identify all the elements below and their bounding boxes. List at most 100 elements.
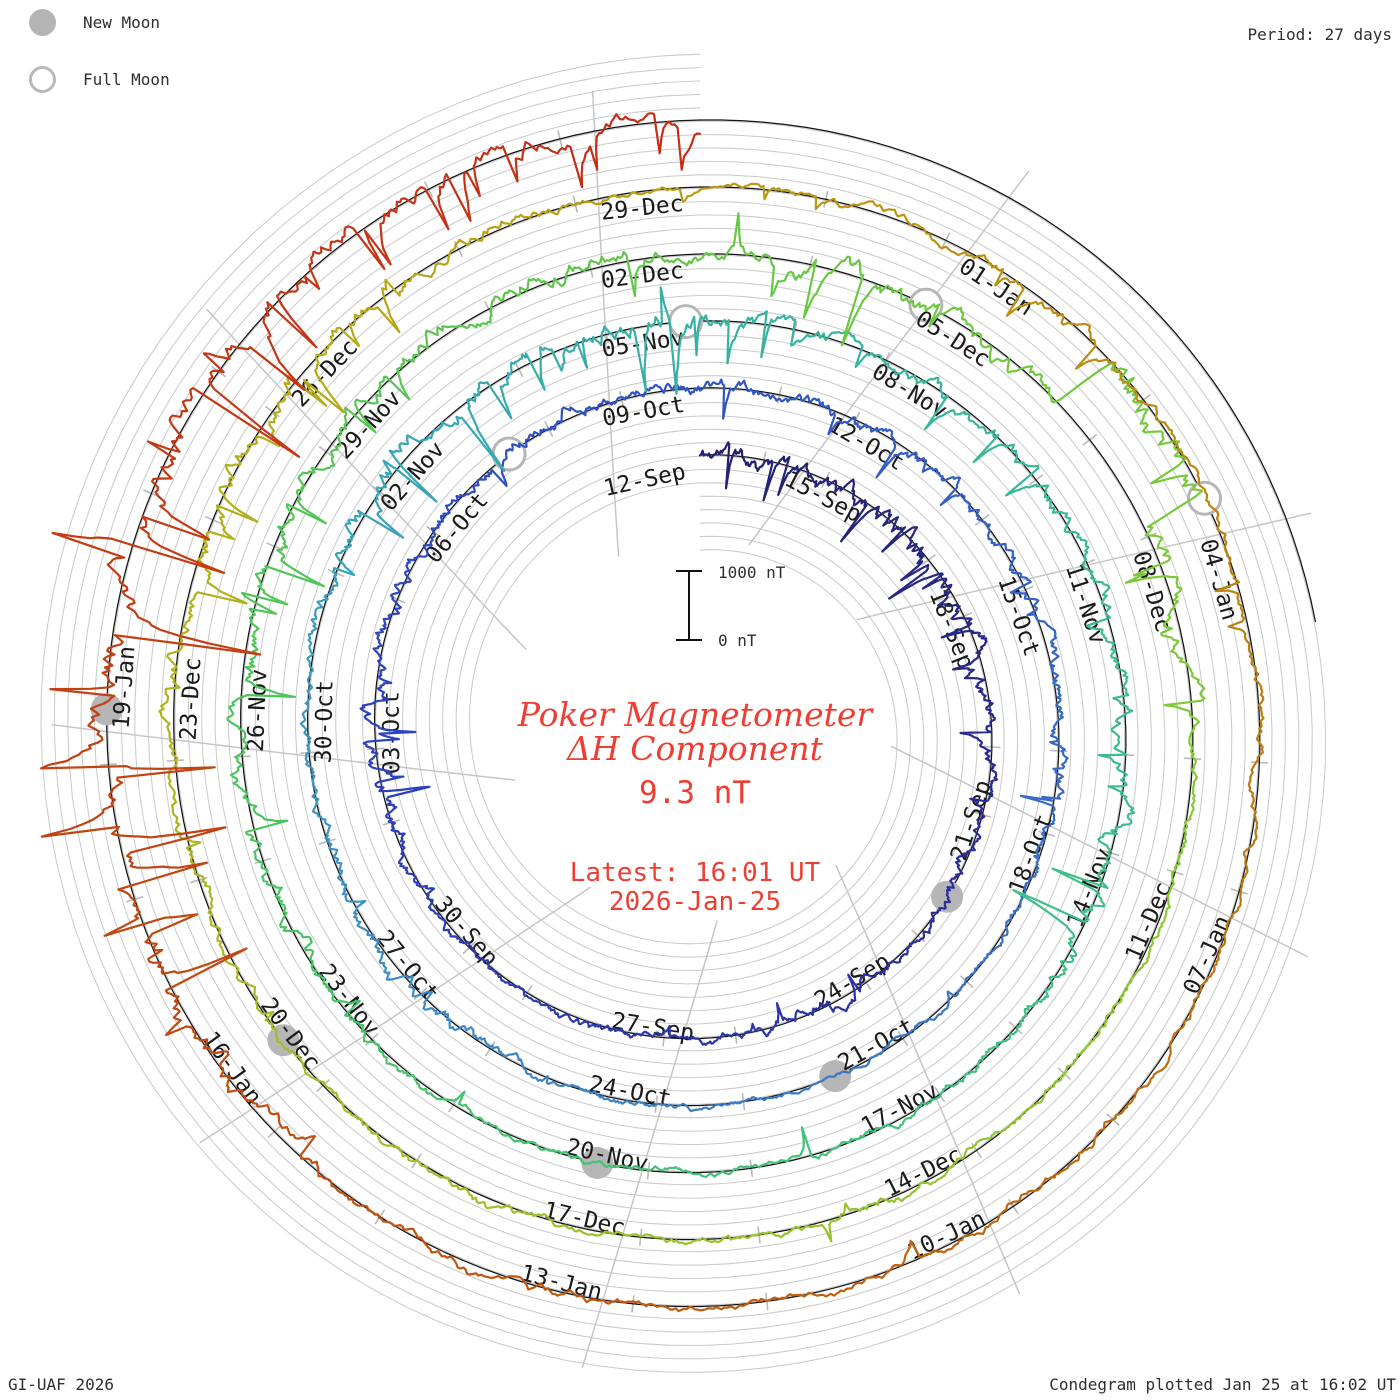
trace-day-segment bbox=[1025, 483, 1090, 567]
trace-day-segment bbox=[1016, 941, 1078, 1031]
new-moon-label: New Moon bbox=[83, 13, 161, 32]
trace-day-segment bbox=[229, 756, 289, 863]
trace-day-segment bbox=[491, 1044, 572, 1088]
trace-day-segment bbox=[1097, 753, 1136, 854]
trace-day-segment bbox=[40, 765, 227, 901]
trace-day-segment bbox=[372, 596, 402, 675]
trace-day-segment bbox=[454, 202, 577, 246]
trace-day-segment bbox=[485, 427, 550, 487]
trace-day-segment bbox=[824, 476, 882, 543]
ring-date-label: 30-Oct bbox=[311, 680, 339, 764]
trace-day-segment bbox=[299, 660, 314, 754]
trace-day-segment bbox=[853, 420, 928, 479]
trace-day-segment bbox=[1081, 563, 1117, 659]
trace-day-segment bbox=[757, 1202, 874, 1243]
new-moon-marker bbox=[581, 1147, 614, 1179]
trace-day-segment bbox=[848, 1094, 942, 1143]
trace-day-segment bbox=[368, 747, 431, 824]
trace-day-segment bbox=[663, 1024, 737, 1046]
scale-max-label: 1000 nT bbox=[718, 563, 786, 582]
trace-day-segment bbox=[390, 530, 436, 599]
trace-day-segment bbox=[158, 637, 184, 762]
ring-date-label: 02-Dec bbox=[600, 258, 686, 294]
scale-min-label: 0 nT bbox=[718, 631, 757, 650]
trace-day-segment bbox=[802, 255, 915, 347]
trace-day-segment bbox=[1019, 750, 1069, 834]
trace-day-segment bbox=[900, 979, 967, 1037]
trace-day-segment bbox=[330, 368, 411, 458]
trace-day-segment bbox=[258, 860, 314, 955]
period-label: Period: 27 days bbox=[1247, 25, 1393, 44]
trace-day-segment bbox=[698, 441, 764, 490]
trace-day-segment bbox=[972, 1072, 1066, 1148]
ring-date-label: 24-Oct bbox=[587, 1071, 674, 1112]
trace-day-segment bbox=[761, 455, 827, 502]
trace-day-segment bbox=[323, 1083, 418, 1163]
trace-day-segment bbox=[1134, 399, 1204, 537]
trace-day-segment bbox=[469, 945, 527, 997]
trace-day-segment bbox=[1243, 632, 1265, 764]
trace-day-segment bbox=[51, 495, 226, 645]
trace-day-segment bbox=[226, 650, 296, 759]
trace-day-segment bbox=[40, 634, 262, 770]
chart-title-line1: Poker Magnetometer bbox=[517, 695, 873, 734]
trace-day-segment bbox=[588, 250, 702, 297]
trace-day-segment bbox=[103, 898, 248, 1037]
trace-day-segment bbox=[523, 1211, 642, 1238]
trace-day-segment bbox=[1130, 870, 1175, 981]
trace-day-segment bbox=[879, 509, 926, 582]
trace-day-segment bbox=[376, 421, 444, 503]
trace-day-segment bbox=[871, 1145, 975, 1206]
trace-day-segment bbox=[920, 876, 957, 940]
trace-day-segment bbox=[437, 141, 564, 231]
trace-day-segment bbox=[698, 212, 811, 298]
chart-title-line2: ΔH Component bbox=[567, 729, 823, 768]
new-moon-icon bbox=[29, 9, 56, 36]
trace-day-segment bbox=[953, 813, 986, 879]
trace-day-segment bbox=[167, 759, 205, 880]
trace-day-segment bbox=[1015, 592, 1060, 670]
trace-day-segment bbox=[825, 1034, 903, 1079]
trace-day-segment bbox=[326, 840, 367, 928]
trace-day-segment bbox=[524, 994, 594, 1029]
trace-day-segment bbox=[591, 1023, 666, 1039]
legend-full-moon: Full Moon bbox=[29, 66, 170, 93]
trace-day-segment bbox=[1049, 666, 1066, 753]
trace-day-segment bbox=[308, 186, 450, 271]
ring-date-label: 12-Sep bbox=[601, 459, 688, 502]
trace-day-segment bbox=[959, 678, 997, 748]
trace-day-segment bbox=[1139, 400, 1215, 510]
latest-line2: 2026-Jan-25 bbox=[608, 887, 782, 917]
trace-day-segment bbox=[1062, 977, 1133, 1075]
trace-day-segment bbox=[777, 393, 857, 436]
trace-day-segment bbox=[939, 1028, 1019, 1097]
trace-day-segment bbox=[734, 1002, 804, 1039]
trace-day-segment bbox=[309, 952, 371, 1043]
trace-day-segment bbox=[332, 488, 405, 577]
trace-day-segment bbox=[277, 455, 336, 551]
institution-label: GI-UAF 2026 bbox=[8, 1375, 114, 1394]
trace-day-segment bbox=[823, 197, 943, 250]
trace-day-segment bbox=[1172, 757, 1198, 873]
full-moon-label: Full Moon bbox=[83, 70, 170, 89]
trace-day-segment bbox=[368, 1040, 459, 1102]
trace-day-segment bbox=[980, 519, 1032, 595]
latest-timestamp: Latest: 16:01 UT 2026-Jan-25 bbox=[345, 859, 1045, 917]
trace-day-segment bbox=[698, 378, 780, 420]
trace-day-segment bbox=[1012, 831, 1046, 913]
trace-day-segment bbox=[147, 369, 301, 498]
trace-day-segment bbox=[1163, 645, 1206, 760]
trace-day-segment bbox=[561, 112, 702, 189]
trace-day-segment bbox=[499, 1275, 635, 1305]
trace-day-segment bbox=[569, 1084, 658, 1108]
ring-date-label: 18-Sep bbox=[924, 586, 979, 673]
trace-day-segment bbox=[801, 973, 864, 1017]
trace-day-segment bbox=[893, 1202, 1013, 1267]
trace-day-segment bbox=[241, 548, 326, 653]
trace-day-segment bbox=[1110, 656, 1134, 756]
full-moon-icon bbox=[29, 66, 56, 93]
plotted-timestamp: Condegram plotted Jan 25 at 16:02 UT bbox=[1049, 1375, 1396, 1394]
trace-day-segment bbox=[378, 1216, 502, 1280]
trace-day-segment bbox=[639, 1232, 760, 1246]
